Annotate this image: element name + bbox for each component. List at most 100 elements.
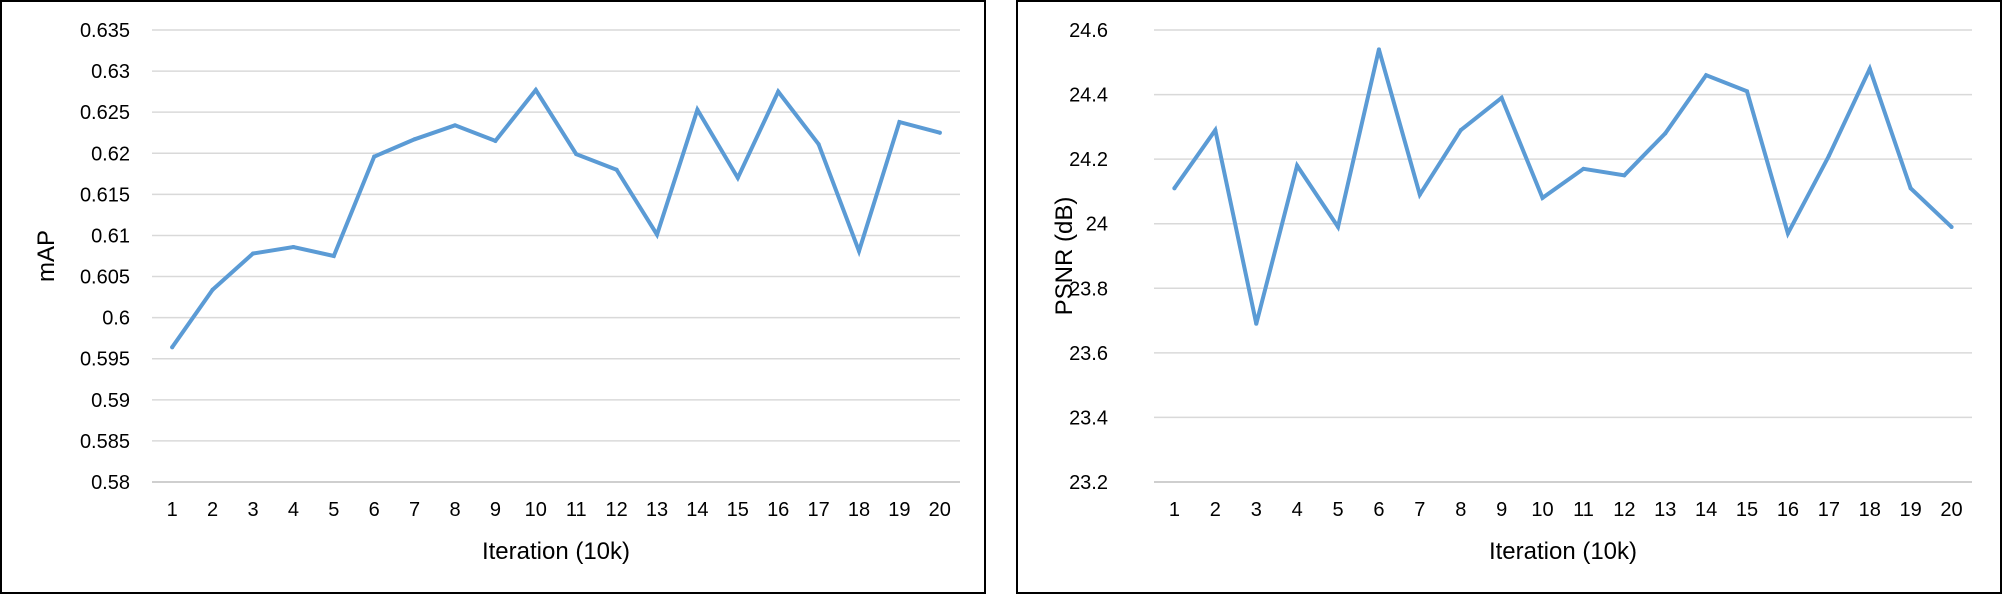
data-point xyxy=(816,142,821,147)
x-tick-label: 9 xyxy=(490,499,501,521)
data-point xyxy=(412,137,417,142)
x-tick-label: 8 xyxy=(1455,499,1466,521)
x-tick-label: 16 xyxy=(1777,499,1799,521)
gridlines xyxy=(152,29,960,483)
data-point xyxy=(937,130,942,135)
data-point xyxy=(857,249,861,254)
data-point xyxy=(695,107,700,112)
y-tick-label: 0.62 xyxy=(91,143,130,165)
y-tick-label: 0.63 xyxy=(91,61,130,83)
x-tick-label: 12 xyxy=(605,499,627,521)
x-tick-label: 3 xyxy=(247,499,258,521)
data-point xyxy=(1376,47,1381,52)
x-axis-title: Iteration (10k) xyxy=(482,538,630,565)
data-point xyxy=(533,87,538,92)
gridlines xyxy=(1154,29,1972,483)
y-tick-label: 23.4 xyxy=(1069,407,1108,429)
x-tick-labels: 1 2 3 4 5 6 7 8 9 10 11 12 13 14 15 16 17 18 19 20 xyxy=(1169,499,1963,521)
data-points xyxy=(170,87,942,350)
x-tick-label: 11 xyxy=(566,499,587,521)
y-tick-label: 0.585 xyxy=(80,431,130,453)
x-tick-label: 4 xyxy=(288,499,299,521)
y-tick-label: 24.4 xyxy=(1069,85,1108,107)
x-tick-label: 9 xyxy=(1496,499,1507,521)
data-point xyxy=(372,154,377,159)
data-point xyxy=(1785,231,1790,236)
data-point xyxy=(655,232,659,237)
x-tick-label: 16 xyxy=(767,499,789,521)
data-point xyxy=(1499,95,1504,100)
data-point xyxy=(453,123,457,128)
x-tick-label: 12 xyxy=(1613,499,1635,521)
data-point xyxy=(1663,131,1668,136)
data-point xyxy=(210,287,215,292)
y-tick-label: 24.2 xyxy=(1069,149,1108,171)
data-point xyxy=(331,254,336,258)
data-point xyxy=(1540,195,1545,200)
x-tick-label: 19 xyxy=(1900,499,1922,521)
y-tick-label: 24.6 xyxy=(1069,20,1108,42)
data-point xyxy=(1336,224,1341,229)
data-point xyxy=(1704,73,1709,78)
x-tick-label: 6 xyxy=(1373,499,1384,521)
series-line xyxy=(170,86,942,350)
y-tick-label: 0.58 xyxy=(91,472,130,494)
x-tick-label: 18 xyxy=(1859,499,1881,521)
x-tick-labels: 1 2 3 4 5 6 7 8 9 10 11 12 13 14 15 16 17 18 19 20 xyxy=(167,499,951,521)
y-tick-label: 0.615 xyxy=(80,184,130,206)
y-tick-label: 0.6 xyxy=(102,308,130,330)
data-point xyxy=(614,167,619,172)
x-tick-label: 11 xyxy=(1573,499,1594,521)
data-point xyxy=(170,345,175,350)
x-tick-label: 17 xyxy=(807,499,829,521)
y-tick-labels: 0.58 0.585 0.59 0.595 0.6 0.605 0.61 0.615 0.62 0… xyxy=(80,20,130,494)
data-point xyxy=(776,89,781,94)
data-point xyxy=(735,175,740,180)
data-point xyxy=(1622,173,1627,178)
x-tick-label: 13 xyxy=(1654,499,1676,521)
x-tick-label: 3 xyxy=(1251,499,1262,521)
data-point xyxy=(1867,66,1872,71)
y-tick-labels: 23.2 23.4 23.6 23.8 24 24.2 24.4 24.6 xyxy=(1069,20,1108,494)
data-point xyxy=(493,138,498,143)
data-point xyxy=(1745,89,1750,94)
data-point xyxy=(1908,186,1913,191)
x-tick-label: 10 xyxy=(525,499,547,521)
y-tick-label: 0.625 xyxy=(80,102,130,124)
y-tick-label: 23.8 xyxy=(1069,278,1108,300)
x-tick-label: 13 xyxy=(646,499,668,521)
map-line-chart: 0.58 0.585 0.59 0.595 0.6 0.605 0.61 0.615 0.62 0… xyxy=(33,20,960,565)
x-tick-label: 2 xyxy=(207,499,218,521)
x-tick-label: 19 xyxy=(888,499,910,521)
x-tick-label: 20 xyxy=(1940,499,1962,521)
data-points xyxy=(1172,47,1954,326)
y-axis-title: PSNR (dB) xyxy=(1051,197,1078,316)
y-tick-label: 0.595 xyxy=(80,349,130,371)
x-tick-label: 4 xyxy=(1292,499,1303,521)
x-tick-label: 10 xyxy=(1531,499,1553,521)
x-tick-label: 1 xyxy=(167,499,178,521)
data-point xyxy=(1172,186,1177,191)
y-tick-label: 0.635 xyxy=(80,20,130,42)
x-tick-label: 5 xyxy=(328,499,339,521)
data-point xyxy=(251,251,255,256)
x-tick-label: 14 xyxy=(686,499,708,521)
y-axis-title: mAP xyxy=(33,230,60,282)
y-tick-label: 0.61 xyxy=(91,225,130,247)
y-tick-label: 23.6 xyxy=(1069,343,1108,365)
y-tick-label: 23.2 xyxy=(1069,472,1108,494)
x-axis-title: Iteration (10k) xyxy=(1489,538,1637,565)
data-point xyxy=(1826,153,1831,158)
x-tick-label: 2 xyxy=(1210,499,1221,521)
x-tick-label: 8 xyxy=(449,499,460,521)
psnr-chart-panel: 23.2 23.4 23.6 23.8 24 24.2 24.4 24.6 1 2 3 4 5 6 7 8 9 1… xyxy=(1016,0,2002,594)
x-tick-label: 7 xyxy=(409,499,420,521)
x-tick-label: 20 xyxy=(929,499,951,521)
data-point xyxy=(1417,192,1422,197)
data-point xyxy=(1949,224,1954,229)
x-tick-label: 5 xyxy=(1332,499,1343,521)
x-tick-label: 15 xyxy=(727,499,749,521)
series-line xyxy=(1172,48,1954,325)
x-tick-label: 14 xyxy=(1695,499,1717,521)
